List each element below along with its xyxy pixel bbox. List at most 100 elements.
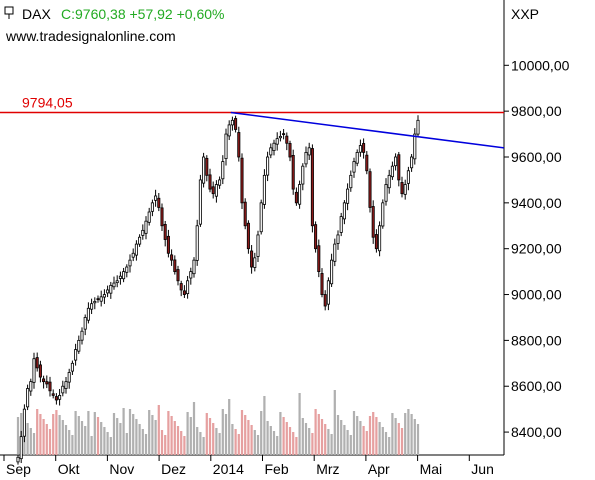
volume-bars (16, 390, 420, 455)
candle-body (224, 133, 228, 160)
volume-bar (285, 422, 288, 455)
candle-body (333, 243, 337, 262)
candle-body (400, 182, 404, 195)
volume-bar (317, 414, 320, 455)
candle-body (336, 234, 340, 244)
symbol-label: DAX (22, 6, 51, 22)
volume-bar (231, 424, 234, 455)
candle-body (272, 142, 276, 151)
volume-bar (263, 396, 266, 455)
volume-bar (250, 425, 253, 455)
volume-bar (173, 421, 176, 455)
volume-bar (247, 420, 250, 455)
candle-body (278, 135, 282, 139)
candle-body (22, 408, 26, 437)
volume-bar (221, 409, 224, 455)
volume-bar (298, 393, 301, 455)
candle-body (163, 223, 167, 240)
x-tick-label: Mrz (316, 461, 339, 477)
volume-bar (388, 437, 391, 455)
volume-bar (122, 408, 125, 455)
x-tick-label: Jun (471, 461, 494, 477)
candle-body (342, 202, 346, 220)
volume-bar (32, 433, 36, 455)
volume-bar (112, 413, 116, 455)
y-tick-label: 10000,00 (511, 57, 570, 73)
exchange-label: XXP (511, 6, 539, 22)
header-icon (4, 6, 14, 19)
candle-body (390, 165, 394, 178)
volume-bar (314, 409, 317, 455)
candle-body (378, 225, 382, 252)
y-axis: 8400,00 8600,00 8800,00 9000,00 9200,00 9400,… (504, 57, 570, 440)
candle-body (80, 330, 84, 341)
candle-body (77, 339, 81, 352)
y-tick-label: 8800,00 (511, 332, 562, 348)
volume-bar (320, 419, 324, 455)
candle-body (368, 171, 372, 208)
candle-body (413, 133, 417, 160)
candle-body (266, 156, 270, 176)
volume-bar (170, 416, 173, 455)
x-axis: Sep Okt Nov Dez 2014 Feb Mrz Apr Mai Jun (3, 455, 494, 477)
volume-bar (234, 429, 237, 455)
candle-body (326, 280, 330, 305)
candle-body (208, 174, 212, 190)
candle-body (394, 156, 398, 167)
volume-bar (42, 419, 45, 455)
volume-bar (109, 437, 112, 455)
candle-body (147, 211, 151, 223)
candle-body (115, 280, 119, 284)
volume-bar (212, 423, 215, 455)
volume-bar (29, 428, 32, 455)
candle-body (179, 283, 183, 291)
candle-body (221, 161, 225, 180)
volume-bar (228, 399, 231, 455)
volume-bar (128, 409, 132, 455)
candle-body (282, 133, 286, 136)
volume-bar (135, 419, 138, 455)
volume-bar (132, 414, 135, 455)
volume-bar (288, 427, 292, 455)
quote-label: C:9760,38 +57,92 +0,60% (61, 6, 224, 22)
volume-bar (80, 421, 84, 455)
volume-bar (400, 428, 404, 455)
volume-bar (394, 418, 397, 455)
y-tick-label: 8400,00 (511, 424, 562, 440)
candle-body (166, 235, 170, 254)
volume-bar (397, 423, 400, 455)
candle-body (150, 202, 154, 212)
volume-bar (272, 431, 276, 455)
volume-bar (244, 415, 247, 455)
candle-body (307, 147, 311, 156)
candle-body (83, 317, 87, 330)
volume-bar (36, 409, 39, 455)
y-tick-label: 9000,00 (511, 287, 562, 303)
volume-bar (87, 411, 90, 455)
candle-body (256, 234, 260, 257)
candle-body (106, 289, 110, 294)
volume-bar (196, 427, 199, 455)
candle-body (54, 396, 58, 401)
candle-body (154, 195, 158, 201)
candle-body (99, 296, 103, 302)
volume-bar (279, 412, 282, 455)
volume-bar (202, 437, 205, 455)
candle-body (298, 184, 302, 205)
candle-body (253, 257, 257, 268)
volume-bar (343, 425, 346, 455)
candle-body (288, 143, 292, 158)
candle-body (406, 170, 410, 184)
x-tick-label: Mai (420, 461, 443, 477)
volume-bar (71, 435, 74, 455)
volume-bar (176, 426, 180, 455)
candle-body (371, 206, 375, 238)
candle-body (93, 301, 97, 304)
candle-body (304, 152, 308, 165)
candle-body (250, 250, 254, 268)
y-tick-label: 9800,00 (511, 103, 562, 119)
candle-body (86, 307, 90, 321)
volume-bar (416, 424, 420, 455)
volume-bar (52, 414, 55, 455)
